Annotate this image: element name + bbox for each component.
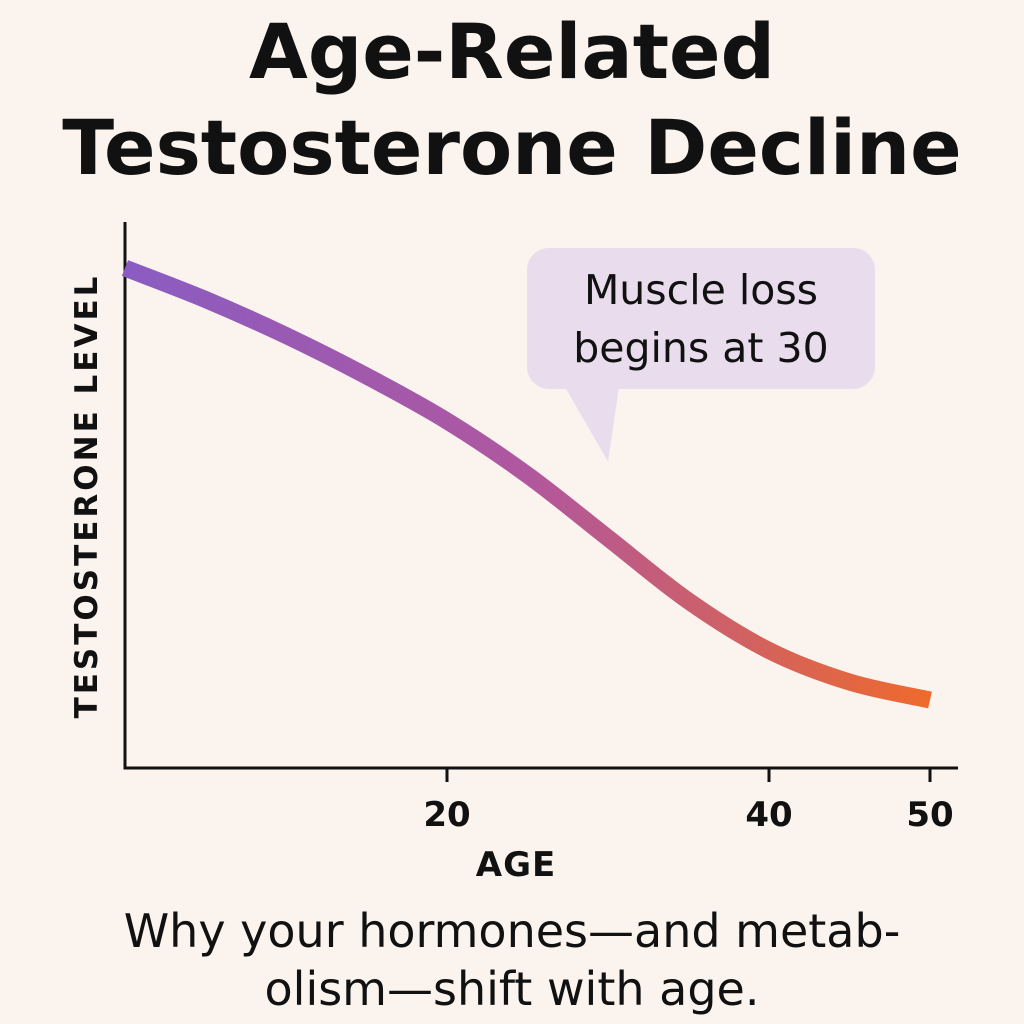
axis-labels: 20 40 50 AGE TESTOSTERONE LEVEL <box>69 274 954 885</box>
line-chart: Muscle loss begins at 30 20 40 50 AGE TESTOST… <box>69 222 958 885</box>
x-axis-label: AGE <box>476 845 556 885</box>
series-line-testosterone <box>121 260 932 709</box>
axes <box>123 222 958 782</box>
series-layer <box>121 260 932 709</box>
callout-box <box>527 248 875 389</box>
subtitle-line-1: Why your hormones—and metab- <box>123 904 901 958</box>
x-tick-label-20: 20 <box>423 795 470 835</box>
chart-title-line-2: Testosterone Decline <box>62 103 962 192</box>
subtitle-line-2: olism—shift with age. <box>264 962 760 1016</box>
y-axis-label: TESTOSTERONE LEVEL <box>69 274 105 719</box>
x-tick-label-40: 40 <box>745 795 792 835</box>
callout-text-line-2: begins at 30 <box>573 324 828 372</box>
callout-text-line-1: Muscle loss <box>584 266 818 314</box>
x-tick-label-50: 50 <box>906 795 953 835</box>
chart-title-line-1: Age-Related <box>249 7 775 96</box>
callout: Muscle loss begins at 30 <box>527 248 875 462</box>
callout-pointer <box>565 387 619 462</box>
